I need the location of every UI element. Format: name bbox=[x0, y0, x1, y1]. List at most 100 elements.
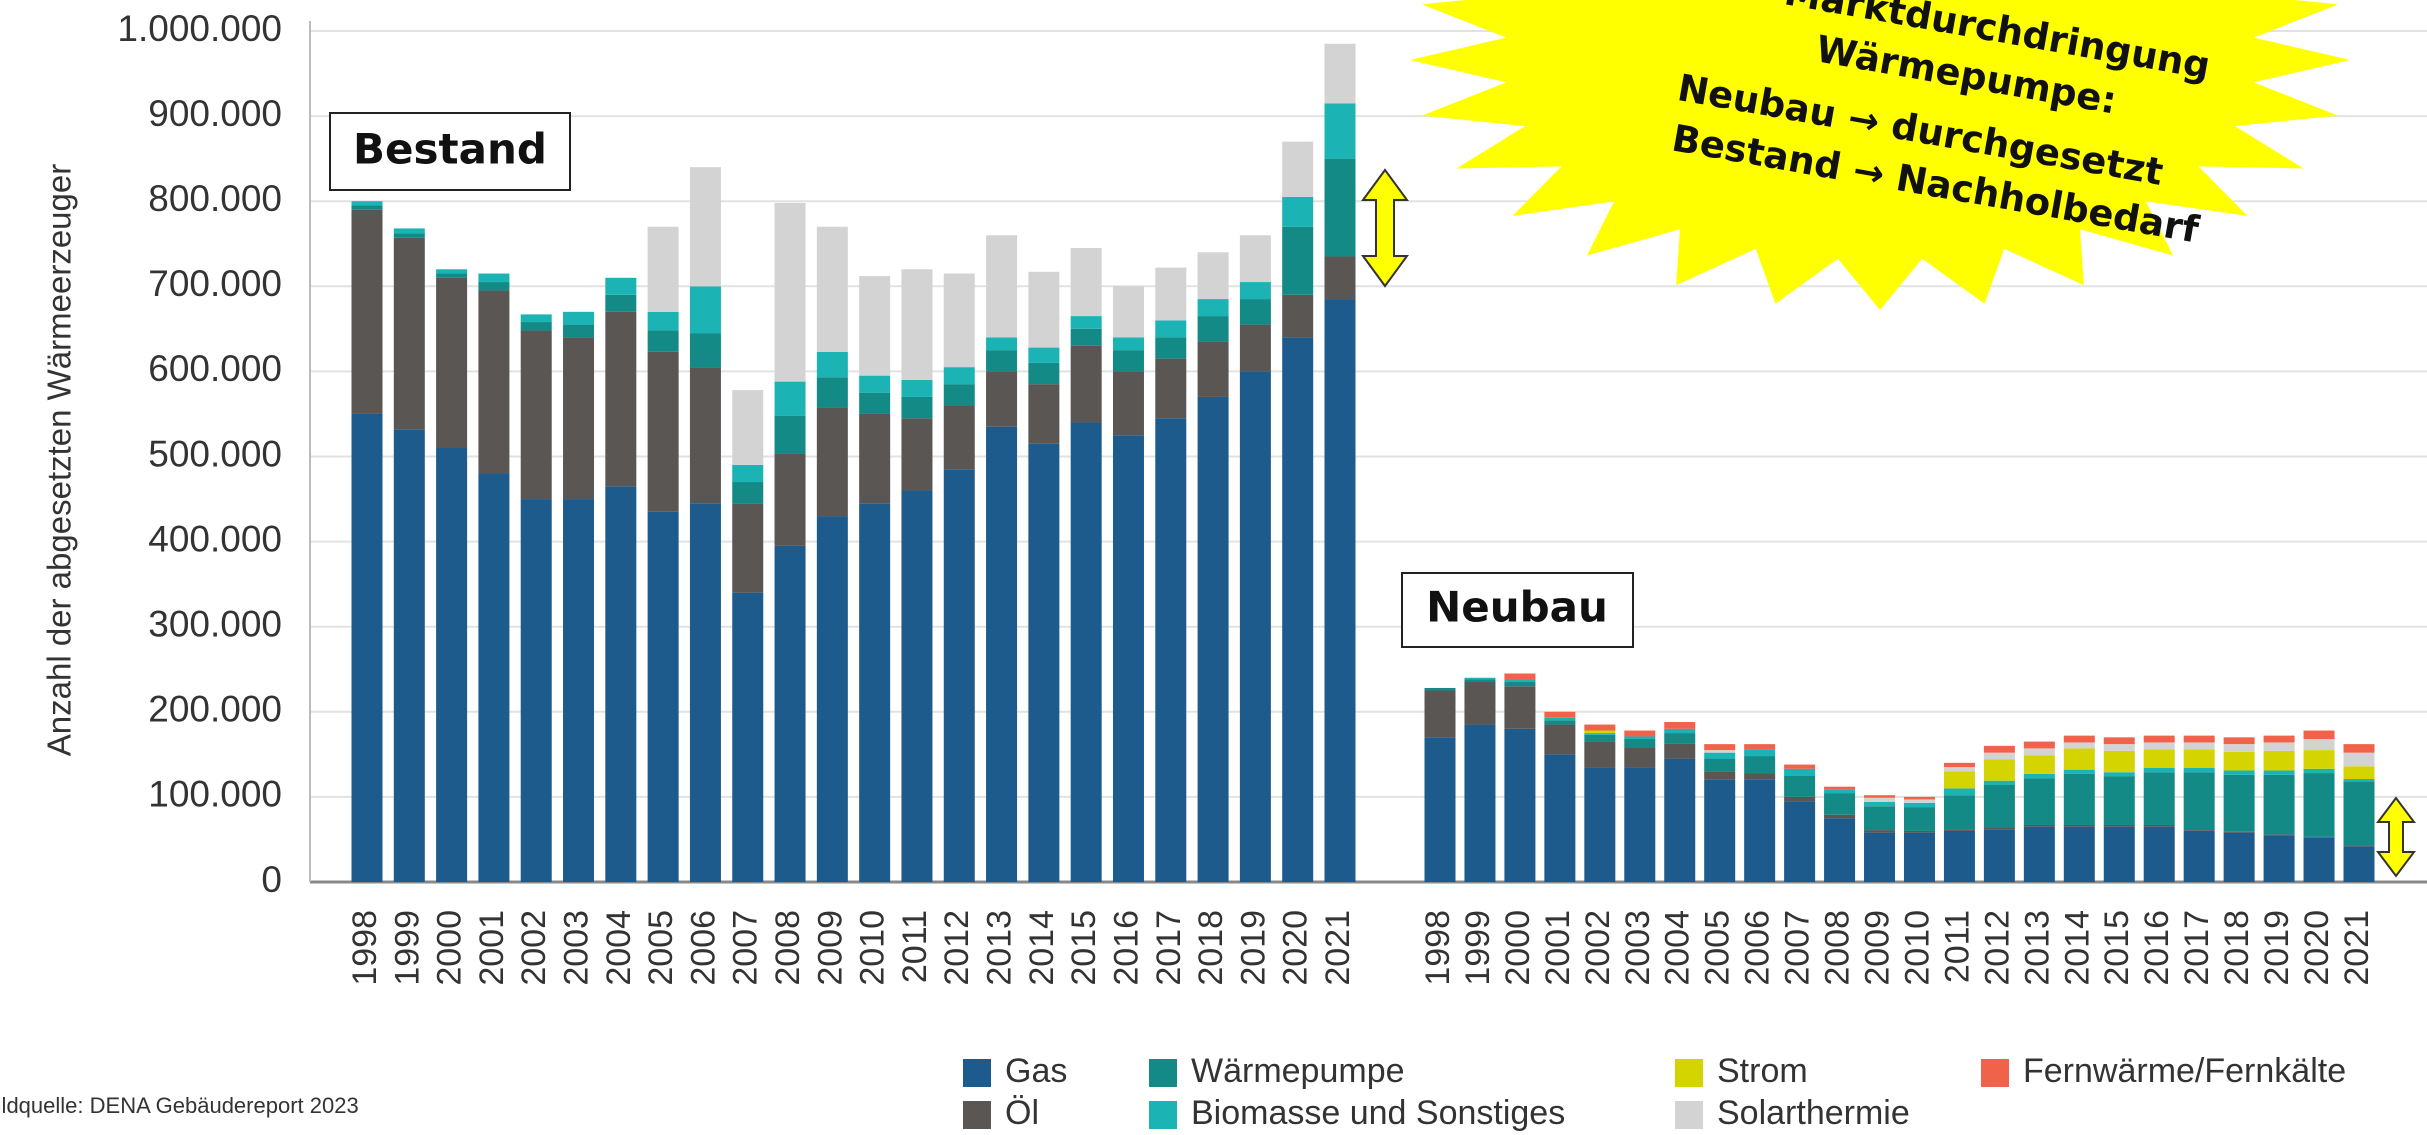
bar-segment bbox=[1824, 818, 1856, 882]
bar-segment bbox=[689, 333, 721, 368]
bar-segment bbox=[1324, 256, 1356, 300]
bar-segment bbox=[1943, 762, 1975, 768]
bar-segment bbox=[859, 276, 891, 376]
bar-segment bbox=[2343, 846, 2375, 882]
legend-swatch bbox=[1981, 1059, 2009, 1087]
bar-segment bbox=[2063, 742, 2095, 749]
bar-segment bbox=[774, 381, 806, 416]
bar-segment bbox=[689, 286, 721, 334]
bar-segment bbox=[1864, 830, 1896, 833]
group-box bbox=[1401, 572, 1634, 648]
bar-segment bbox=[2103, 750, 2135, 773]
x-tick-label: 2007 bbox=[1779, 910, 1817, 986]
bar-segment bbox=[1624, 747, 1656, 768]
x-tick-label: 2005 bbox=[642, 910, 680, 986]
x-tick-label: 2000 bbox=[431, 910, 469, 986]
x-tick-label: 2011 bbox=[1938, 910, 1976, 983]
bar-segment bbox=[1112, 350, 1144, 372]
bar-segment bbox=[1112, 286, 1144, 338]
bar-segment bbox=[1028, 362, 1060, 385]
bar-segment bbox=[1744, 773, 1776, 780]
x-tick-label: 2017 bbox=[2178, 910, 2216, 986]
bar-segment bbox=[901, 269, 933, 380]
bar-segment bbox=[986, 371, 1018, 427]
bar-segment bbox=[2223, 751, 2255, 771]
bar-segment bbox=[1704, 744, 1736, 751]
bar-segment bbox=[1983, 780, 2015, 785]
bar-segment bbox=[943, 367, 975, 385]
bar-segment bbox=[1155, 267, 1187, 321]
bar-segment bbox=[1155, 337, 1187, 359]
bar-segment bbox=[1584, 724, 1616, 731]
y-tick-label: 200.000 bbox=[148, 689, 282, 730]
x-tick-label: 2016 bbox=[1107, 910, 1145, 986]
bar-segment bbox=[1983, 745, 2015, 753]
x-tick-label: 2005 bbox=[1699, 910, 1737, 986]
bar-segment bbox=[1282, 226, 1314, 295]
bar-segment bbox=[351, 205, 383, 210]
legend-swatch bbox=[1675, 1101, 1703, 1129]
legend-label: Öl bbox=[1005, 1094, 1039, 1132]
bar-segment bbox=[1028, 443, 1060, 882]
y-tick-label: 1.000.000 bbox=[117, 8, 282, 49]
bar-segment bbox=[2303, 750, 2335, 769]
x-tick-label: 2011 bbox=[896, 910, 934, 983]
bar-segment bbox=[1903, 830, 1935, 833]
bar-segment bbox=[351, 201, 383, 206]
bar-segment bbox=[943, 384, 975, 406]
bar-segment bbox=[2343, 752, 2375, 767]
y-tick-label: 300.000 bbox=[148, 603, 282, 644]
bar-segment bbox=[1282, 196, 1314, 227]
bar-segment bbox=[2143, 749, 2175, 768]
bar-segment bbox=[1544, 724, 1576, 755]
bar-segment bbox=[774, 453, 806, 546]
legend-label: Gas bbox=[1005, 1052, 1067, 1090]
bar-segment bbox=[1239, 282, 1271, 300]
x-tick-label: 2010 bbox=[1898, 910, 1936, 986]
bar-segment bbox=[351, 209, 383, 414]
bar-segment bbox=[732, 503, 764, 593]
bar-segment bbox=[1155, 320, 1187, 338]
x-tick-label: 2021 bbox=[2338, 910, 2376, 986]
x-tick-label: 2003 bbox=[558, 910, 596, 986]
bar-segment bbox=[1324, 43, 1356, 104]
bar-segment bbox=[2223, 774, 2255, 832]
bar-segment bbox=[1239, 324, 1271, 372]
bar-segment bbox=[2023, 824, 2055, 827]
bar-segment bbox=[2063, 826, 2095, 882]
bar-segment bbox=[1239, 299, 1271, 325]
bar-segment bbox=[816, 407, 848, 517]
bar-segment bbox=[943, 273, 975, 368]
bar-segment bbox=[1112, 371, 1144, 436]
bar-segment bbox=[2223, 831, 2255, 833]
bar-segment bbox=[901, 418, 933, 491]
bar-segment bbox=[2263, 835, 2295, 882]
bar-segment bbox=[1544, 720, 1576, 725]
bar-segment bbox=[1464, 679, 1496, 683]
bar-segment bbox=[2303, 739, 2335, 751]
bar-segment bbox=[1664, 758, 1696, 882]
bar-segment bbox=[1664, 743, 1696, 759]
bar-segment bbox=[943, 469, 975, 882]
bar-segment bbox=[1584, 730, 1616, 734]
bar-segment bbox=[1664, 722, 1696, 729]
y-tick-label: 800.000 bbox=[148, 178, 282, 219]
starburst bbox=[1410, 0, 2350, 310]
bar-segment bbox=[1155, 358, 1187, 419]
bar-segment bbox=[2063, 773, 2095, 825]
legend-swatch bbox=[963, 1101, 991, 1129]
bar-segment bbox=[2223, 744, 2255, 752]
bars: 1998 1999 2000 2001 2002 2003 2004 2005 2006 2007… bbox=[346, 43, 2376, 986]
bar-segment bbox=[1504, 728, 1536, 882]
x-tick-label: 2017 bbox=[1150, 910, 1188, 986]
bar-segment bbox=[436, 277, 468, 448]
x-tick-label: 2003 bbox=[1619, 910, 1657, 986]
bar-segment bbox=[774, 415, 806, 454]
x-tick-label: 2018 bbox=[2218, 910, 2256, 986]
bar-segment bbox=[1544, 754, 1576, 882]
bar-segment bbox=[1864, 797, 1896, 803]
bar-segment bbox=[1744, 744, 1776, 750]
x-tick-label: 2014 bbox=[1023, 910, 1061, 986]
group-label: Neubau bbox=[1426, 583, 1608, 632]
